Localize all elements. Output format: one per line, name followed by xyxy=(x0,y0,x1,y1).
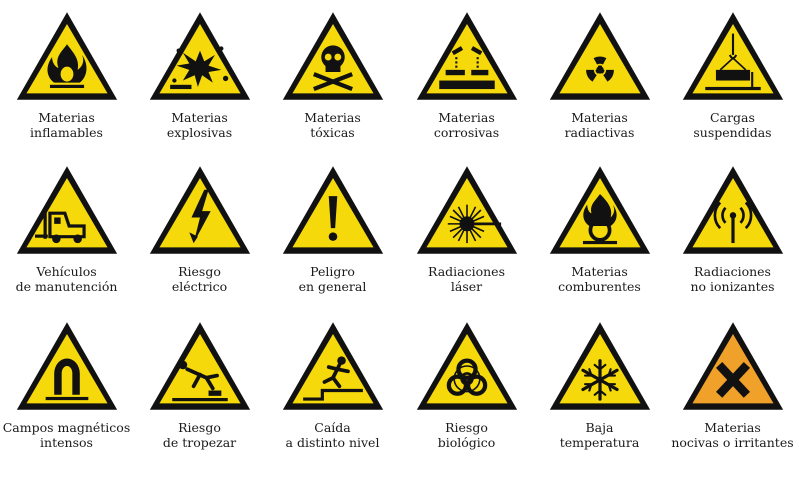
flame-icon xyxy=(16,12,117,100)
sign-label: Materias comburentes xyxy=(558,264,641,294)
non-ionizing-radiation-icon xyxy=(682,166,783,254)
sign-non-ionizing-radiation: Radiaciones no ionizantes xyxy=(666,162,799,294)
trip-hazard-icon xyxy=(149,322,250,410)
sign-harmful-irritant: Materias nocivas o irritantes xyxy=(666,318,799,450)
sign-label: Radiaciones láser xyxy=(428,264,505,294)
magnet-icon xyxy=(16,322,117,410)
skull-crossbones-icon xyxy=(282,12,383,100)
oxidizer-icon xyxy=(549,166,650,254)
sign-explosive: Materias explosivas xyxy=(133,8,266,140)
sign-low-temperature: Baja temperatura xyxy=(533,318,666,450)
sign-laser-radiation: Radiaciones láser xyxy=(400,162,533,294)
sign-suspended-loads: Cargas suspendidas xyxy=(666,8,799,140)
sign-label: Riesgo biológico xyxy=(437,420,496,450)
suspended-load-icon xyxy=(682,12,783,100)
sign-label: Cargas suspendidas xyxy=(693,110,772,140)
sign-tripping-risk: Riesgo de tropezar xyxy=(133,318,266,450)
sign-toxic: Materias tóxicas xyxy=(266,8,399,140)
snowflake-icon xyxy=(549,322,650,410)
sign-label: Materias inflamables xyxy=(30,110,103,140)
explosion-icon xyxy=(149,12,250,100)
exclamation-icon xyxy=(282,166,383,254)
harmful-x-icon xyxy=(682,322,783,410)
corrosive-icon xyxy=(416,12,517,100)
sign-label: Campos magnéticos intensos xyxy=(2,420,131,450)
sign-label: Baja temperatura xyxy=(559,420,640,450)
sign-label: Caída a distinto nivel xyxy=(285,420,380,450)
sign-electrical-risk: Riesgo eléctrico xyxy=(133,162,266,294)
sign-label: Materias explosivas xyxy=(166,110,233,140)
fall-hazard-icon xyxy=(282,322,383,410)
sign-radioactive: Materias radiactivas xyxy=(533,8,666,140)
sign-label: Materias nocivas o irritantes xyxy=(671,420,794,450)
laser-icon xyxy=(416,166,517,254)
sign-label: Riesgo eléctrico xyxy=(171,264,228,294)
forklift-icon xyxy=(16,166,117,254)
radiation-icon xyxy=(549,12,650,100)
sign-flammable: Materias inflamables xyxy=(0,8,133,140)
sign-label: Riesgo de tropezar xyxy=(162,420,237,450)
sign-general-danger: Peligro en general xyxy=(266,162,399,294)
sign-label: Vehículos de manutención xyxy=(15,264,118,294)
sign-label: Radiaciones no ionizantes xyxy=(690,264,775,294)
sign-handling-vehicles: Vehículos de manutención xyxy=(0,162,133,294)
sign-label: Materias corrosivas xyxy=(433,110,500,140)
sign-label: Peligro en general xyxy=(298,264,367,294)
sign-magnetic-fields: Campos magnéticos intensos xyxy=(0,318,133,450)
sign-biological-risk: Riesgo biológico xyxy=(400,318,533,450)
lightning-bolt-icon xyxy=(149,166,250,254)
sign-label: Materias tóxicas xyxy=(304,110,361,140)
biohazard-icon xyxy=(416,322,517,410)
sign-label: Materias radiactivas xyxy=(564,110,635,140)
sign-corrosive: Materias corrosivas xyxy=(400,8,533,140)
sign-oxidizing: Materias comburentes xyxy=(533,162,666,294)
sign-fall-hazard: Caída a distinto nivel xyxy=(266,318,399,450)
